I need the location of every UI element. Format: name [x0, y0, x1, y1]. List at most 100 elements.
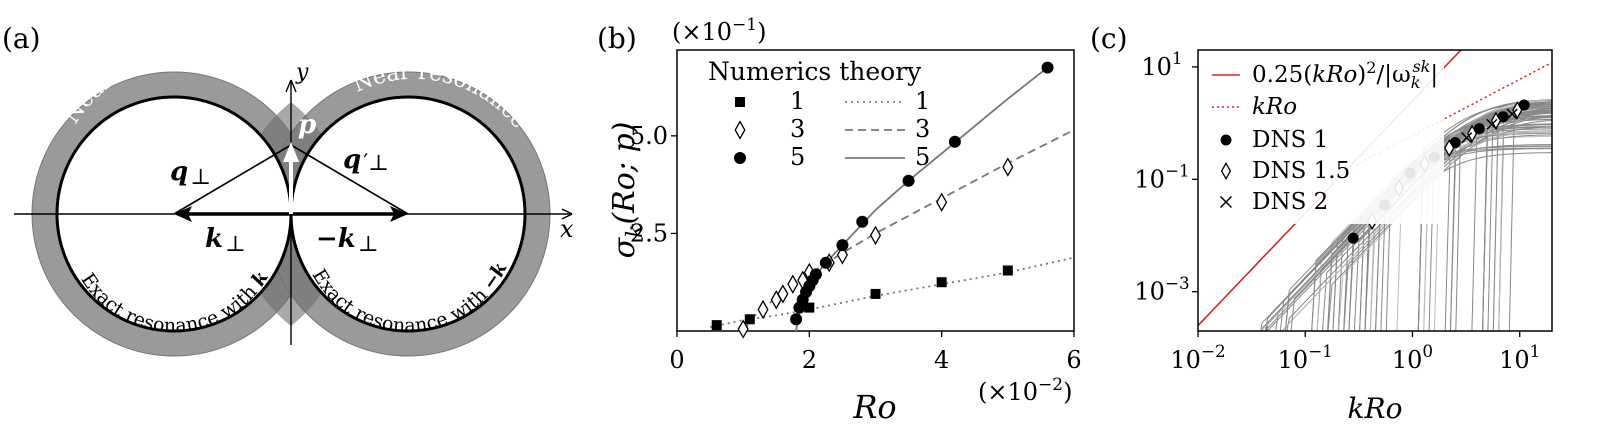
panel-b: (b) (×10−1) (×10−2) 0 2 4 6 2.5 5.0 Ro σk(Ro;…	[597, 15, 1082, 426]
b-legend-marker-5	[734, 152, 746, 164]
b-x-tick-label: 4	[934, 346, 949, 374]
c-x-tick-label: 10−1	[1278, 341, 1333, 374]
c-y-tick-label: 101	[1141, 48, 1182, 81]
b-legend-theory-label: 1	[915, 87, 930, 115]
b-point-1	[936, 277, 947, 288]
b-point-3	[936, 192, 948, 212]
b-legend-numerics-label: 1	[790, 87, 805, 115]
b-theory-curve-1	[709, 256, 1075, 328]
b-x-multiplier: (×10−2)	[978, 375, 1072, 406]
c-legend-marker	[1220, 161, 1232, 181]
c-legend: 0.25(kRo)2/|ωksk|kRo DNS 1 DNS 1.5 DNS 2	[1204, 54, 1444, 224]
b-legend-theory-label: 3	[915, 115, 930, 143]
c-gray-curve	[1375, 106, 1552, 331]
c-legend-label: DNS 1	[1252, 127, 1328, 153]
panel-c-label: (c)	[1090, 22, 1128, 55]
b-markers	[711, 61, 1054, 339]
c-ticks: 10−2 10−1 100 101 10−3 10−1 101	[1134, 48, 1540, 374]
b-legend-numerics-label: 3	[790, 115, 805, 143]
b-point-5	[819, 256, 832, 269]
b-y-tick-label: 5.0	[630, 122, 668, 150]
b-y-multiplier: (×10−1)	[672, 15, 766, 46]
b-point-5	[856, 215, 869, 228]
c-x-label: kRo	[1348, 392, 1403, 425]
a-x-label: x	[560, 215, 574, 243]
c-gray-curve	[1343, 115, 1552, 331]
label-q: q⊥	[170, 157, 211, 190]
b-point-5	[809, 268, 822, 281]
b-point-5	[1041, 61, 1054, 74]
b-legend-numerics-label: 5	[790, 143, 805, 171]
b-legend: Numerics theory 1 13 35 5	[708, 57, 930, 171]
a-y-arrow-icon	[285, 79, 297, 93]
a-y-label: y	[295, 60, 309, 85]
vector-q-prime-perp	[290, 144, 409, 215]
b-x-tick-label: 2	[802, 346, 817, 374]
c-point-DNS-1	[1497, 111, 1509, 123]
c-legend-label: DNS 1.5	[1252, 158, 1350, 184]
c-gray-curve	[1417, 102, 1552, 331]
c-point-DNS-1	[1518, 99, 1530, 111]
b-legend-theory-label: 5	[915, 143, 930, 171]
b-point-3	[836, 245, 848, 265]
b-point-5	[790, 313, 803, 326]
vector-k-arrowhead-icon	[174, 206, 192, 222]
c-point-DNS-1.5	[1512, 101, 1523, 120]
vector-p-arrowhead-icon	[283, 142, 299, 162]
c-y-tick-label: 10−3	[1134, 273, 1189, 306]
b-point-1	[804, 302, 815, 313]
c-legend-marker	[1219, 195, 1233, 209]
b-point-5	[902, 174, 915, 187]
b-y-label: σk(Ro; p)	[607, 122, 648, 259]
c-point-DNS-1.5	[1444, 139, 1455, 158]
b-point-1	[744, 314, 755, 325]
b-point-3	[737, 319, 749, 339]
b-x-label: Ro	[852, 388, 896, 426]
c-point-DNS-2	[1486, 118, 1498, 130]
c-point-DNS-1	[1347, 232, 1359, 244]
b-legend-title: Numerics theory	[708, 57, 922, 86]
b-x-tick-label: 0	[669, 346, 684, 374]
b-point-3	[869, 225, 882, 246]
b-point-3	[757, 299, 769, 320]
c-theory-linear-line	[1356, 61, 1552, 166]
c-gray-curve	[1482, 105, 1552, 331]
b-point-3	[1002, 157, 1014, 177]
c-x-tick-label: 100	[1392, 341, 1433, 374]
c-legend-label: kRo	[1252, 94, 1297, 120]
b-plot-frame	[676, 49, 1075, 332]
c-plot-frame	[1197, 49, 1553, 332]
label-q-prime: q′⊥	[343, 145, 389, 176]
b-point-3	[787, 274, 799, 294]
c-legend-label: 0.25(kRo)2/|ωksk|	[1252, 57, 1438, 92]
c-y-tick-label: 10−1	[1134, 161, 1189, 194]
c-legend-label: DNS 2	[1252, 189, 1328, 215]
c-gray-curve	[1286, 152, 1552, 331]
c-legend-marker	[1220, 134, 1232, 146]
b-point-3	[777, 284, 789, 304]
label-p: p	[298, 110, 316, 140]
b-y-tick-label: 2.5	[630, 219, 668, 247]
c-point-DNS-2	[1506, 108, 1518, 120]
c-point-DNS-1	[1473, 123, 1485, 135]
b-point-1	[1002, 265, 1013, 276]
panel-c: (c) 10−2 10−1 100 101 10−3 10−1 101 kRo 0.25(k…	[1090, 22, 1553, 425]
label-k: k⊥	[205, 224, 246, 257]
c-gray-curve	[1423, 132, 1552, 331]
vector-q-perp	[173, 144, 292, 215]
panel-a: (a) x y p q⊥ q′⊥ k⊥ −k⊥	[2, 22, 574, 357]
b-x-tick-label: 6	[1066, 346, 1081, 374]
b-point-5	[948, 135, 961, 148]
c-point-DNS-1.5	[1466, 124, 1478, 143]
c-x-tick-label: 101	[1499, 341, 1540, 374]
c-legend-background	[1204, 54, 1444, 224]
c-point-DNS-2	[1461, 132, 1473, 144]
b-point-5	[836, 239, 849, 252]
a-x-arrow-icon	[561, 208, 573, 220]
b-point-1	[711, 320, 722, 331]
panel-b-label: (b)	[597, 22, 637, 55]
b-ticks: 0 2 4 6 2.5 5.0	[630, 122, 1082, 374]
label-minus-k: −k⊥	[316, 224, 379, 257]
b-theory-curves	[709, 66, 1075, 332]
